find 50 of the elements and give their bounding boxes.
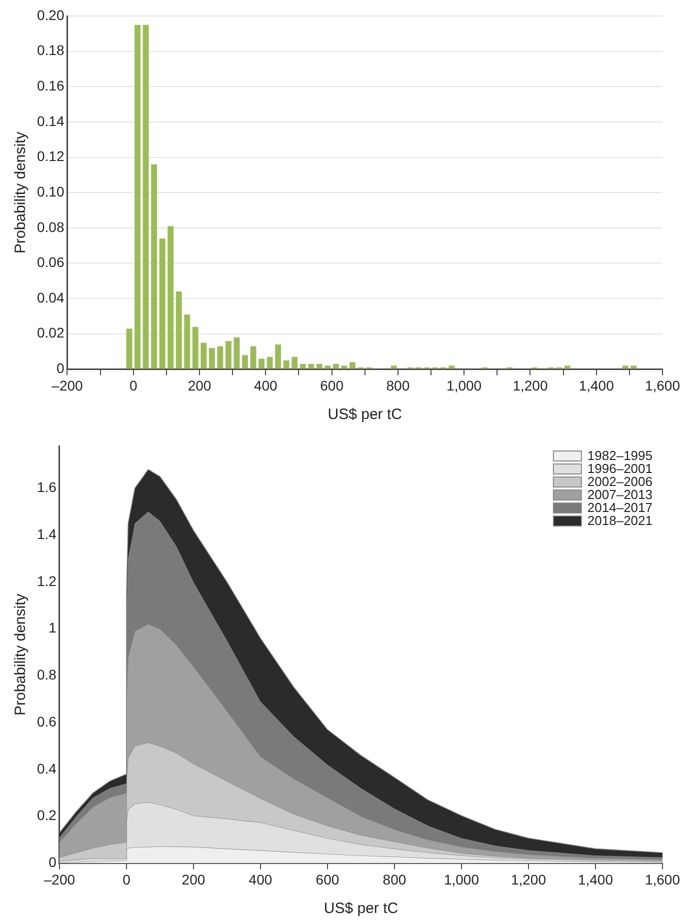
x-tick-label: 1,000: [446, 377, 482, 394]
y-tick-label: 0.02: [37, 324, 64, 341]
x-tick-label: 1,000: [444, 871, 480, 888]
y-tick-label: 0: [56, 360, 64, 376]
legend-label: 2014–2017: [587, 500, 652, 516]
x-tick-label: –200: [44, 871, 76, 888]
x-tick-label: 1,400: [578, 377, 614, 394]
y-axis-title: Probability density: [12, 593, 30, 716]
y-tick-label: 0.18: [37, 42, 64, 58]
legend-label: 1982–1995: [587, 448, 652, 464]
x-axis-title: US$ per tC: [324, 900, 398, 918]
y-tick-label: 0.12: [37, 148, 64, 164]
y-tick-label: 1.6: [36, 479, 57, 496]
x-tick-label: 400: [248, 871, 272, 888]
x-tick-label: 600: [320, 377, 344, 394]
x-tick-label: 400: [254, 377, 278, 394]
x-tick-label: 200: [188, 377, 212, 394]
y-tick-label: 0.20: [37, 6, 64, 23]
legend-label: 1996–2001: [587, 461, 652, 476]
x-tick-label: 800: [382, 871, 406, 888]
x-tick-label: 200: [182, 871, 206, 888]
y-axis-title: Probability density: [12, 131, 30, 254]
x-tick-label: 800: [386, 377, 410, 394]
legend-label: 2018–2021: [587, 513, 652, 528]
legend-label: 2007–2013: [587, 487, 652, 502]
x-tick-label: 1,400: [578, 871, 614, 888]
y-tick-label: 1: [48, 620, 57, 636]
x-tick-label: 0: [129, 377, 138, 394]
y-tick-label: 0.08: [37, 218, 64, 235]
x-tick-label: 600: [316, 871, 340, 888]
y-tick-label: 0.16: [37, 78, 64, 94]
x-tick-label: –200: [52, 377, 84, 394]
x-tick-label: 1,200: [512, 377, 548, 394]
y-tick-label: 0.6: [36, 713, 57, 730]
y-tick-label: 0.10: [37, 183, 64, 200]
x-axis-title: US$ per tC: [328, 406, 402, 424]
x-tick-label: 0: [122, 871, 131, 888]
y-tick-label: 1.2: [36, 572, 57, 589]
y-tick-label: 0.14: [37, 112, 64, 129]
x-tick-label: 1,600: [644, 377, 680, 394]
legend-label: 2002–2006: [587, 474, 652, 490]
y-tick-label: 0: [48, 854, 57, 870]
x-tick-label: 1,200: [510, 871, 546, 888]
y-tick-label: 0.06: [37, 254, 64, 270]
y-tick-label: 0.04: [37, 289, 64, 306]
y-tick-label: 0.2: [36, 807, 57, 824]
x-tick-label: 1,600: [644, 871, 680, 888]
y-tick-label: 0.4: [36, 760, 57, 776]
y-tick-label: 1.4: [36, 526, 57, 542]
y-tick-label: 0.8: [36, 666, 57, 683]
